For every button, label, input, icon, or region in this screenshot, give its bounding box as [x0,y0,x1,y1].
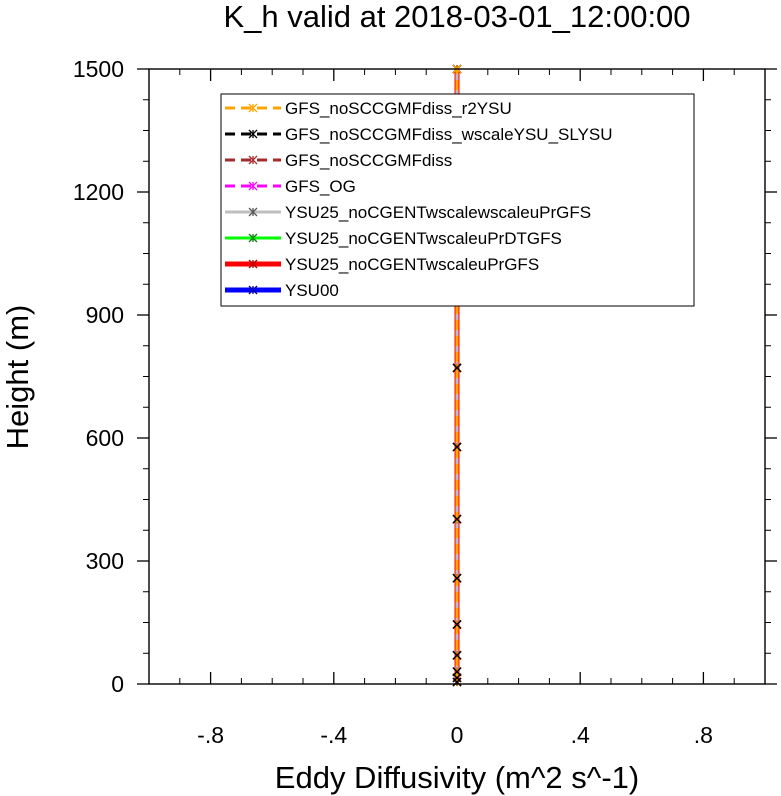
legend-entry: YSU25_noCGENTwscaleuPrDTGFS [225,229,562,248]
x-axis-label: Eddy Diffusivity (m^2 s^-1) [275,760,639,795]
y-tick-label: 600 [86,425,124,451]
legend-entry: GFS_noSCCGMFdiss_r2YSU [225,99,512,118]
legend-marker [248,129,258,139]
legend-entry: YSU25_noCGENTwscaleuPrGFS [225,255,539,274]
legend-entry: GFS_noSCCGMFdiss_wscaleYSU_SLYSU [225,125,613,144]
y-tick-label: 0 [111,671,124,697]
chart-title: K_h valid at 2018-03-01_12:00:00 [223,0,690,34]
series-point [452,573,462,583]
legend-label: GFS_noSCCGMFdiss_wscaleYSU_SLYSU [285,125,613,144]
y-axis-label: Height (m) [0,305,35,450]
legend-marker [248,233,258,243]
legend-entry: YSU25_noCGENTwscalewscaleuPrGFS [225,203,591,222]
legend: GFS_noSCCGMFdiss_r2YSU GFS_noSCCGMFdiss_w… [220,93,695,307]
y-tick-label: 1200 [73,179,124,205]
series-point [452,650,462,660]
legend-marker [248,207,258,217]
series-point [452,667,462,677]
x-tick-label: -.4 [320,722,347,748]
legend-marker [248,155,258,165]
legend-label: YSU25_noCGENTwscalewscaleuPrGFS [285,203,591,222]
legend-label: YSU25_noCGENTwscaleuPrGFS [285,255,539,274]
legend-entry: YSU00 [225,281,339,300]
x-tick-label: .4 [571,722,590,748]
legend-label: GFS_OG [285,177,356,196]
y-tick-label: 900 [86,302,124,328]
legend-label: GFS_noSCCGMFdiss [285,151,452,170]
plot-frame [148,68,766,685]
series-point [452,442,462,452]
y-tick-label: 300 [86,548,124,574]
legend-marker [248,181,258,191]
legend-marker [248,259,258,269]
legend-label: YSU00 [285,281,339,300]
legend-marker [248,285,258,295]
legend-label: GFS_noSCCGMFdiss_r2YSU [285,99,512,118]
y-tick-label: 1500 [73,56,124,82]
legend-entry: GFS_noSCCGMFdiss [225,151,452,170]
series-point-overlay [452,175,462,687]
series-point [452,620,462,630]
x-tick-label: -.8 [197,722,224,748]
legend-label: YSU25_noCGENTwscaleuPrDTGFS [285,229,562,248]
x-tick-label: .8 [694,722,713,748]
legend-entry: GFS_OG [225,177,356,196]
series-point [452,363,462,373]
series-point [452,514,462,524]
legend-box [220,93,695,307]
x-tick-label: 0 [451,722,464,748]
legend-marker [248,103,258,113]
